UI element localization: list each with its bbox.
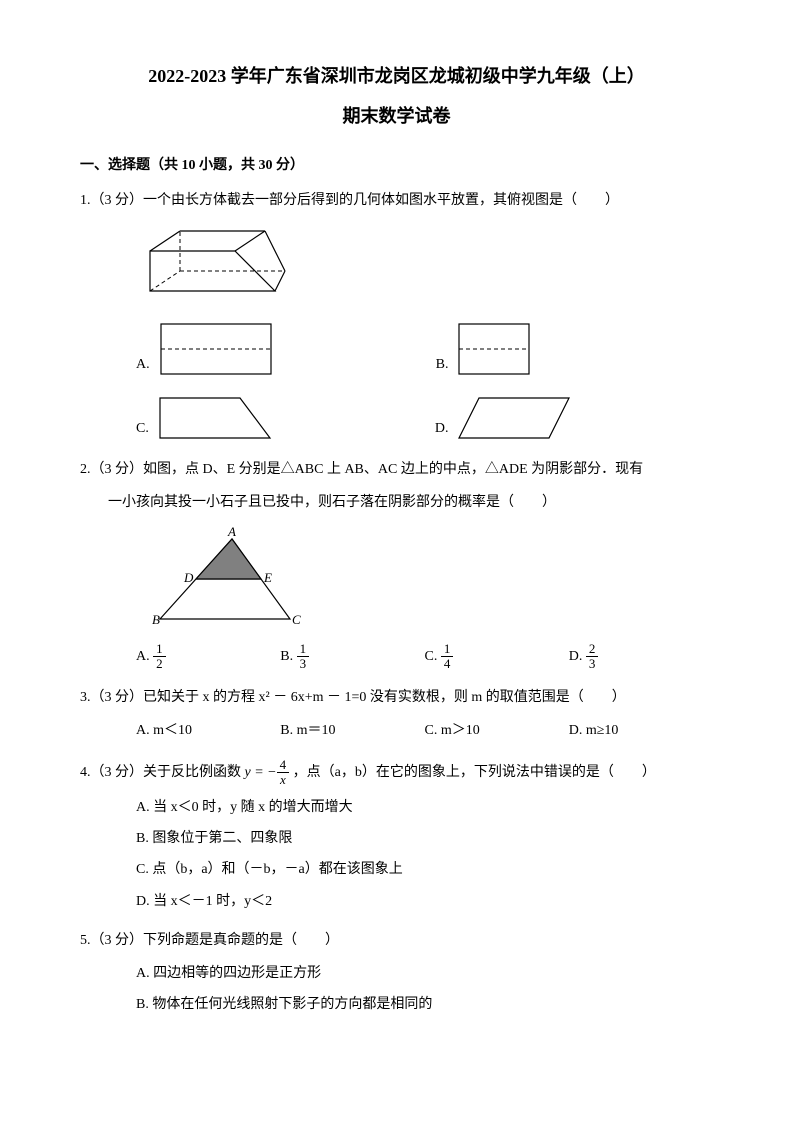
q1-stem: 1.（3 分）一个由长方体截去一部分后得到的几何体如图水平放置，其俯视图是（ ） (80, 188, 713, 213)
q3-choice-d: D. m≥10 (569, 718, 713, 743)
q4-stem-post: ，点（a，b）在它的图象上，下列说法中错误的是（ ） (293, 765, 656, 780)
section-heading: 一、选择题（共 10 小题，共 30 分） (80, 153, 713, 178)
q5-choice-a: A. 四边相等的四边形是正方形 (136, 961, 713, 986)
q4-choice-d: D. 当 x＜－1 时，y＜2 (136, 889, 713, 914)
q4-stem-pre: 4.（3 分）关于反比例函数 (80, 765, 241, 780)
q2-stem-1: 2.（3 分）如图，点 D、E 分别是△ABC 上 AB、AC 边上的中点，△A… (80, 457, 713, 482)
title-main: 2022-2023 学年广东省深圳市龙岗区龙城初级中学九年级（上） (80, 60, 713, 92)
q2-stem-2: 一小孩向其投一小石子且已投中，则石子落在阴影部分的概率是（ ） (80, 490, 713, 515)
choice-label: D. (569, 649, 583, 664)
q2-choices: A. 12 B. 13 C. 14 D. 23 (80, 642, 713, 672)
title-sub: 期末数学试卷 (80, 100, 713, 132)
q4-choice-a: A. 当 x＜0 时，y 随 x 的增大而增大 (136, 795, 713, 820)
q2-choice-c: C. 14 (425, 642, 569, 672)
fraction: 4x (277, 758, 290, 788)
parallelogram-icon (454, 393, 574, 443)
choice-label: B. (280, 649, 293, 664)
choice-label: A. (136, 649, 150, 664)
choice-label: B. (436, 352, 449, 379)
q4-choice-c: C. 点（b，a）和（－b，－a）都在该图象上 (136, 857, 713, 882)
q3-choice-b: B. m＝10 (280, 718, 424, 743)
svg-text:E: E (263, 570, 272, 585)
q2-choice-b: B. 13 (280, 642, 424, 672)
svg-text:D: D (183, 570, 194, 585)
q3-choice-a: A. m＜10 (136, 718, 280, 743)
svg-text:A: A (227, 524, 236, 539)
q2-choice-d: D. 23 (569, 642, 713, 672)
q3-choices: A. m＜10 B. m＝10 C. m＞10 D. m≥10 (80, 718, 713, 743)
triangle-shaded-icon: A B C D E (140, 524, 310, 634)
fraction: 14 (441, 642, 454, 672)
q4-choices: A. 当 x＜0 时，y 随 x 的增大而增大 B. 图象位于第二、四象限 C.… (80, 795, 713, 914)
q4-eq: y = − (245, 765, 277, 780)
q3-stem: 3.（3 分）已知关于 x 的方程 x² － 6x+m － 1=0 没有实数根，… (80, 685, 713, 710)
svg-text:B: B (152, 612, 160, 627)
q2-choice-a: A. 12 (136, 642, 280, 672)
svg-text:C: C (292, 612, 301, 627)
choice-label: D. (435, 416, 449, 443)
q1-choice-b: B. (436, 319, 535, 379)
question-4: 4.（3 分）关于反比例函数 y = −4x ，点（a，b）在它的图象上，下列说… (80, 758, 713, 914)
q1-choice-d: D. (435, 393, 575, 443)
q5-choice-b: B. 物体在任何光线照射下影子的方向都是相同的 (136, 992, 713, 1017)
question-2: 2.（3 分）如图，点 D、E 分别是△ABC 上 AB、AC 边上的中点，△A… (80, 457, 713, 671)
q1-figure (80, 221, 713, 311)
choice-label: A. (136, 352, 150, 379)
q1-choice-c: C. (136, 393, 275, 443)
q5-stem: 5.（3 分）下列命题是真命题的是（ ） (80, 928, 713, 953)
fraction: 13 (297, 642, 310, 672)
question-3: 3.（3 分）已知关于 x 的方程 x² － 6x+m － 1=0 没有实数根，… (80, 685, 713, 743)
choice-label: C. (136, 416, 149, 443)
choice-label: C. (425, 649, 438, 664)
question-5: 5.（3 分）下列命题是真命题的是（ ） A. 四边相等的四边形是正方形 B. … (80, 928, 713, 1018)
fraction: 23 (586, 642, 599, 672)
fraction: 12 (153, 642, 166, 672)
trapezoid-icon (155, 393, 275, 443)
q1-choice-a: A. (136, 319, 276, 379)
square-dashed-icon (454, 319, 534, 379)
q2-figure: A B C D E (80, 524, 713, 634)
q5-choices: A. 四边相等的四边形是正方形 B. 物体在任何光线照射下影子的方向都是相同的 (80, 961, 713, 1017)
q4-choice-b: B. 图象位于第二、四象限 (136, 826, 713, 851)
q3-choice-c: C. m＞10 (425, 718, 569, 743)
solid-figure-icon (140, 221, 290, 311)
question-1: 1.（3 分）一个由长方体截去一部分后得到的几何体如图水平放置，其俯视图是（ ）… (80, 188, 713, 443)
q4-stem: 4.（3 分）关于反比例函数 y = −4x ，点（a，b）在它的图象上，下列说… (80, 758, 713, 788)
q1-choices: A. B. C. D. (80, 319, 713, 443)
rect-dashed-icon (156, 319, 276, 379)
